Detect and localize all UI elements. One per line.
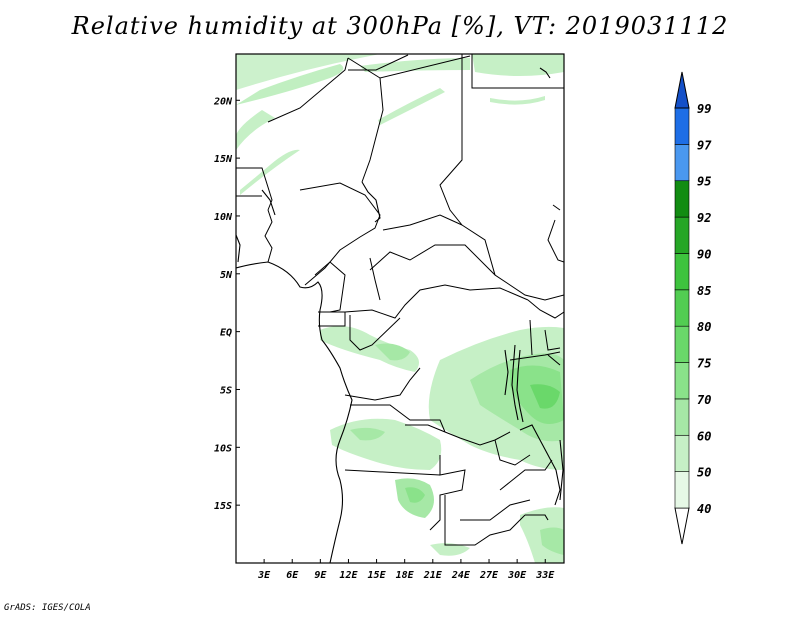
colorbar-label: 75: [697, 357, 711, 371]
lat-tick-label: 15N: [214, 154, 233, 165]
colorbar-label: 60: [697, 429, 711, 443]
map-frame: [235, 53, 565, 564]
colorbar-segment: [674, 216, 690, 254]
footer-credit: GrADS: IGES/COLA: [4, 603, 91, 613]
lat-tick-label: 20N: [213, 96, 233, 107]
colorbar-segment: [674, 325, 690, 363]
lat-tick-label: EQ: [220, 328, 232, 339]
lon-tick-label: 21E: [423, 570, 443, 581]
lon-tick-label: 24E: [451, 570, 471, 581]
colorbar-segment: [674, 434, 690, 472]
colorbar-label: 92: [697, 211, 711, 225]
lat-tick-label: 5S: [220, 385, 232, 396]
colorbar-segment: [674, 289, 690, 327]
colorbar: 40 50 60 70 75 80 85 90 92 95 97 99: [674, 71, 712, 545]
colorbar-label: 99: [697, 102, 711, 116]
lon-tick-label: 30E: [507, 570, 527, 581]
lat-tick-label: 5N: [220, 270, 233, 281]
lat-tick-label: 10N: [214, 212, 233, 223]
humidity-shading: [236, 54, 564, 563]
colorbar-segment: [674, 144, 690, 182]
lon-tick-label: 12E: [339, 570, 358, 581]
colorbar-label: 70: [697, 393, 711, 407]
lon-tick-label: 15E: [368, 570, 387, 581]
lon-tick-label: 3E: [257, 570, 271, 581]
colorbar-label: 50: [697, 466, 711, 480]
colorbar-upper-extend: [674, 71, 690, 109]
map-title: Relative humidity at 300hPa [%], VT: 201…: [71, 12, 729, 40]
colorbar-label: 40: [697, 502, 711, 516]
colorbar-label: 80: [697, 320, 711, 334]
colorbar-segment: [674, 253, 690, 291]
lon-tick-label: 33E: [535, 570, 555, 581]
lon-tick-label: 9E: [314, 570, 327, 581]
colorbar-label: 95: [697, 175, 711, 189]
lon-tick-label: 6E: [286, 570, 299, 581]
colorbar-segment: [674, 107, 690, 145]
lat-tick-label: 10S: [214, 443, 232, 454]
axis-ticks: 20N 15N 10N 5N EQ 5S 10S 15S 3E 6E 9E 12E 15E 18E 21E 2…: [213, 96, 555, 581]
colorbar-label: 90: [697, 247, 711, 261]
colorbar-segment: [674, 362, 690, 400]
lon-tick-label: 18E: [396, 570, 415, 581]
country-borders: [236, 54, 564, 563]
lat-tick-label: 15S: [214, 501, 232, 512]
colorbar-label: 97: [697, 138, 712, 152]
colorbar-segment: [674, 180, 690, 218]
colorbar-segment: [674, 471, 690, 509]
colorbar-label: 85: [697, 284, 711, 298]
lon-tick-label: 27E: [479, 570, 499, 581]
colorbar-segment: [674, 398, 690, 436]
colorbar-lower-extend: [674, 507, 690, 545]
